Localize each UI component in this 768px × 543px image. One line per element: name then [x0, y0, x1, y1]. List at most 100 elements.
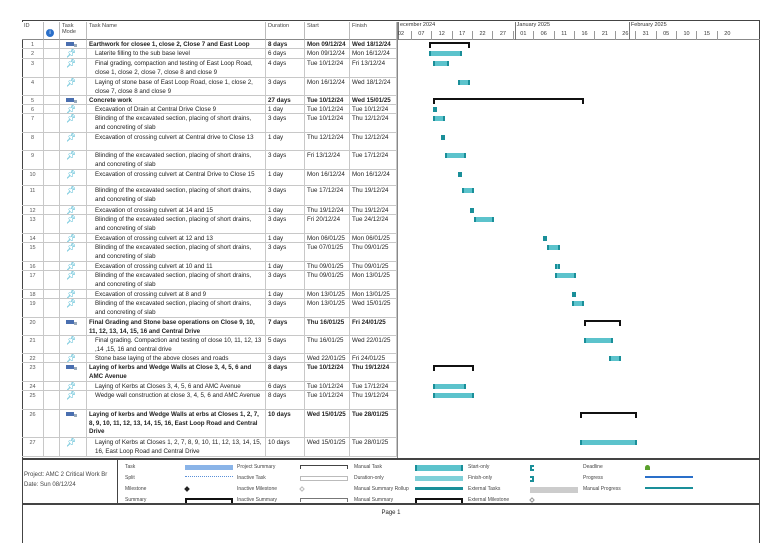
task-row[interactable]: 2 📌︎ Laterite filling to the sub base le… [22, 49, 397, 59]
task-row[interactable]: 21 📌︎ Final grading. Compaction and test… [22, 336, 397, 354]
task-finish[interactable]: Wed 18/12/24 [350, 78, 397, 95]
task-duration[interactable]: 3 days [266, 186, 305, 205]
task-name[interactable]: Earthwork for closee 1, close 2, Close 7… [87, 40, 266, 48]
task-finish[interactable]: Wed 15/01/25 [350, 299, 397, 317]
task-duration[interactable]: 6 days [266, 49, 305, 58]
task-duration[interactable]: 8 days [266, 391, 305, 409]
task-duration[interactable]: 1 day [266, 105, 305, 113]
task-duration[interactable]: 1 day [266, 206, 305, 214]
task-start[interactable]: Thu 09/01/25 [305, 262, 350, 270]
task-row[interactable]: 3 📌︎ Final grading, compaction and testi… [22, 59, 397, 78]
task-start[interactable]: Tue 10/12/24 [305, 382, 350, 390]
task-name[interactable]: Blinding of the excavated section, placi… [87, 215, 266, 233]
task-name[interactable]: Final grading. Compaction and testing of… [87, 336, 266, 353]
manual-task-bar[interactable] [555, 264, 560, 269]
task-row[interactable]: 20 Final Grading and Stone base operatio… [22, 318, 397, 336]
task-mode[interactable]: 📌︎ [60, 186, 87, 205]
task-start[interactable]: Mon 09/12/24 [305, 49, 350, 58]
task-duration[interactable]: 27 days [266, 96, 305, 104]
task-duration[interactable]: 1 day [266, 170, 305, 185]
col-header-duration[interactable]: Duration [266, 22, 305, 40]
task-finish[interactable]: Thu 19/12/24 [350, 206, 397, 214]
task-mode[interactable]: 📌︎ [60, 234, 87, 242]
task-mode[interactable]: 📌︎ [60, 391, 87, 409]
task-row[interactable]: 12 📌︎ Excavation of crossing culvert at … [22, 206, 397, 215]
task-row[interactable]: 15 📌︎ Blinding of the excavated section,… [22, 243, 397, 262]
manual-task-bar[interactable] [547, 245, 560, 250]
summary-bar[interactable] [433, 98, 585, 104]
task-start[interactable]: Tue 10/12/24 [305, 105, 350, 113]
task-duration[interactable]: 8 days [266, 40, 305, 48]
manual-task-bar[interactable] [571, 292, 576, 297]
task-name[interactable]: Excavation of crossing culvert at 14 and… [87, 206, 266, 214]
task-duration[interactable]: 3 days [266, 354, 305, 362]
manual-task-bar[interactable] [543, 236, 548, 241]
task-duration[interactable]: 3 days [266, 114, 305, 132]
task-duration[interactable]: 3 days [266, 243, 305, 261]
manual-task-bar[interactable] [584, 338, 613, 343]
task-name[interactable]: Excavation of crossing culvert at 10 and… [87, 262, 266, 270]
task-start[interactable]: Mon 16/12/24 [305, 170, 350, 185]
task-finish[interactable]: Thu 09/01/25 [350, 262, 397, 270]
task-name[interactable]: Blinding of the excavated section, placi… [87, 186, 266, 205]
task-duration[interactable]: 4 days [266, 59, 305, 77]
task-name[interactable]: Blinding of the excavated section, placi… [87, 243, 266, 261]
summary-bar[interactable] [579, 412, 638, 418]
task-name[interactable]: Laying of kerbs and Wedge Walls at erbs … [87, 410, 266, 437]
task-mode[interactable]: 📌︎ [60, 49, 87, 58]
manual-task-bar[interactable] [441, 135, 446, 140]
summary-bar[interactable] [584, 320, 621, 326]
task-finish[interactable]: Tue 17/12/24 [350, 151, 397, 169]
task-mode[interactable] [60, 410, 87, 437]
task-name[interactable]: Laying of Kerbs at Closes 3, 4, 5, 6 and… [87, 382, 266, 390]
task-mode[interactable]: 📌︎ [60, 133, 87, 150]
task-row[interactable]: 11 📌︎ Blinding of the excavated section,… [22, 186, 397, 206]
task-start[interactable]: Thu 19/12/24 [305, 206, 350, 214]
task-name[interactable]: Final Grading and Stone base operations … [87, 318, 266, 335]
task-name[interactable]: Laying of Kerbs at Closes 1, 2, 7, 8, 9,… [87, 438, 266, 456]
task-name[interactable]: Blinding of the excavated section, placi… [87, 114, 266, 132]
task-name[interactable]: Laying of stone base of East Loop Road, … [87, 78, 266, 95]
task-finish[interactable]: Fri 24/01/25 [350, 354, 397, 362]
task-start[interactable]: Thu 16/01/25 [305, 336, 350, 353]
task-row[interactable]: 9 📌︎ Blinding of the excavated section, … [22, 151, 397, 170]
task-start[interactable]: Tue 17/12/24 [305, 186, 350, 205]
task-name[interactable]: Final grading, compaction and testing of… [87, 59, 266, 77]
task-row[interactable]: 22 📌︎ Stone base laying of the above clo… [22, 354, 397, 363]
task-start[interactable]: Mon 06/01/25 [305, 234, 350, 242]
manual-task-bar[interactable] [571, 301, 585, 306]
task-row[interactable]: 23 Laying of kerbs and Wedge Walls at Cl… [22, 363, 397, 382]
task-start[interactable]: Wed 15/01/25 [305, 410, 350, 437]
task-start[interactable]: Thu 12/12/24 [305, 133, 350, 150]
task-row[interactable]: 18 📌︎ Excavation of crossing culvert at … [22, 290, 397, 299]
task-row[interactable]: 7 📌︎ Blinding of the excavated section, … [22, 114, 397, 133]
task-name[interactable]: Excavation of crossing culvert at 8 and … [87, 290, 266, 298]
task-row[interactable]: 16 📌︎ Excavation of crossing culvert at … [22, 262, 397, 271]
task-finish[interactable]: Mon 06/01/25 [350, 234, 397, 242]
task-finish[interactable]: Tue 28/01/25 [350, 438, 397, 456]
task-start[interactable]: Tue 10/12/24 [305, 96, 350, 104]
task-mode[interactable]: 📌︎ [60, 105, 87, 113]
task-finish[interactable]: Thu 19/12/24 [350, 363, 397, 381]
task-duration[interactable]: 1 day [266, 234, 305, 242]
task-mode[interactable]: 📌︎ [60, 336, 87, 353]
task-row[interactable]: 27 📌︎ Laying of Kerbs at Closes 1, 2, 7,… [22, 438, 397, 457]
manual-task-bar[interactable] [608, 356, 621, 361]
task-start[interactable]: Fri 20/12/24 [305, 215, 350, 233]
task-name[interactable]: Laterite filling to the sub base level [87, 49, 266, 58]
task-name[interactable]: Blinding of the excavated section, placi… [87, 151, 266, 169]
task-duration[interactable]: 5 days [266, 336, 305, 353]
task-finish[interactable]: Mon 13/01/25 [350, 271, 397, 289]
task-start[interactable]: Mon 13/01/25 [305, 290, 350, 298]
task-finish[interactable]: Thu 19/12/24 [350, 186, 397, 205]
task-finish[interactable]: Mon 16/12/24 [350, 170, 397, 185]
task-start[interactable]: Fri 13/12/24 [305, 151, 350, 169]
task-mode[interactable] [60, 40, 87, 48]
task-name[interactable]: Concrete work [87, 96, 266, 104]
manual-task-bar[interactable] [433, 393, 474, 398]
task-row[interactable]: 6 📌︎ Excavation of Drain at Central Driv… [22, 105, 397, 114]
task-row[interactable]: 5 Concrete work 27 days Tue 10/12/24 Wed… [22, 96, 397, 105]
col-header-finish[interactable]: Finish [350, 22, 397, 40]
task-duration[interactable]: 6 days [266, 382, 305, 390]
col-header-info[interactable]: i [44, 22, 60, 40]
